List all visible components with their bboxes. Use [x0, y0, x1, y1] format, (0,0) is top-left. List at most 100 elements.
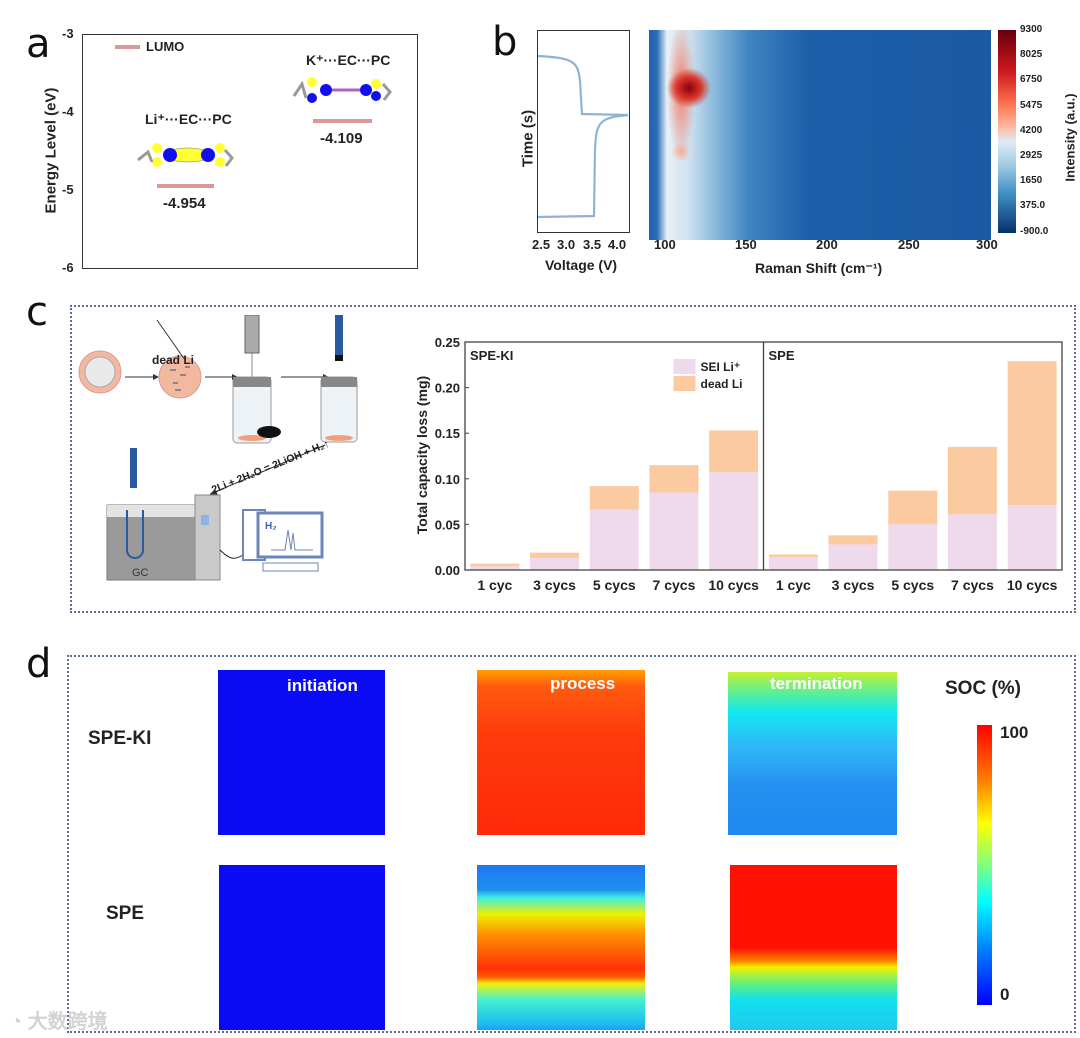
x-tick: 150	[735, 237, 757, 252]
watermark-text: 大数跨境	[27, 1011, 108, 1033]
bar-sei-li	[1007, 505, 1057, 570]
colorbar-tick: 1650	[1020, 175, 1043, 187]
k-level-value: -4.109	[320, 130, 363, 147]
raman-axis-label: Raman Shift (cm⁻¹)	[755, 260, 883, 276]
bar-sei-li	[828, 544, 878, 570]
k-complex-label: K⁺···EC···PC	[306, 52, 391, 68]
lumo-level-k	[313, 118, 372, 123]
x-tick-label: 7 cycs	[951, 577, 994, 593]
x-tick: 250	[898, 237, 920, 252]
column-title-initiation: initiation	[287, 676, 358, 695]
row-label-spe-ki: SPE-KI	[88, 728, 152, 749]
colorbar-tick: 4200	[1020, 124, 1043, 136]
bar-sei-li	[470, 566, 520, 570]
voltage-axis-label: Voltage (V)	[545, 257, 618, 273]
bar-dead-li	[1007, 361, 1057, 506]
soc-map-spe-process	[477, 865, 645, 1030]
soc-colorbar-title: SOC (%)	[945, 678, 1021, 699]
gc-label: GC	[132, 567, 149, 579]
voltage-axes	[537, 30, 631, 233]
bar-sei-li	[709, 472, 759, 570]
colorbar-tick: 9300	[1020, 24, 1043, 35]
x-tick-label: 10 cycs	[708, 577, 759, 593]
column-title-termination: termination	[770, 674, 863, 693]
colorbar-tick: 5475	[1020, 99, 1043, 111]
x-tick: 3.5	[583, 237, 602, 252]
bar-dead-li	[470, 563, 520, 567]
y-tick-label: 0.05	[435, 517, 460, 532]
bar-sei-li	[947, 514, 997, 570]
y-tick-label: 0.00	[435, 563, 460, 578]
soc-map-spe-termination	[730, 865, 897, 1030]
legend-lumo-label: LUMO	[146, 39, 185, 54]
x-tick-label: 3 cycs	[832, 577, 875, 593]
li-molecule-orbital-icon	[137, 143, 234, 167]
bar-dead-li	[768, 554, 818, 558]
voltage-curve	[537, 54, 631, 219]
legend-sei-label: SEI Li⁺	[701, 360, 741, 374]
dead-li-disc-icon	[158, 355, 202, 399]
time-axis-label: Time (s)	[519, 109, 537, 168]
panel-a-axes	[82, 34, 418, 269]
syringe-icon	[244, 315, 260, 354]
intensity-label: Intensity (a.u.)	[1062, 93, 1078, 182]
dead-li-annotation: dead Li	[152, 353, 195, 367]
bar-sei-li	[649, 492, 699, 570]
panel-label-b: b	[492, 19, 518, 65]
y-tick: -3	[62, 26, 74, 41]
bar-sei-li	[768, 557, 818, 570]
y-tick-label: 0.20	[435, 381, 460, 396]
y-tick: -4	[62, 104, 74, 119]
y-axis-label: Energy Level (eV)	[42, 87, 60, 214]
x-tick-label: 1 cyc	[776, 577, 811, 593]
y-tick: -6	[62, 260, 74, 275]
row-label-spe: SPE	[106, 903, 145, 924]
x-tick-label: 7 cycs	[653, 577, 696, 593]
panel-d-frame	[67, 655, 1076, 1033]
panel-label-d: d	[26, 641, 52, 687]
dead-li-quantification-schematic	[78, 315, 358, 581]
raman-heatmap	[649, 30, 991, 240]
watermark-logo: ◔ 大数跨境	[10, 1011, 108, 1033]
x-tick-label: 5 cycs	[891, 577, 934, 593]
x-tick-label: 5 cycs	[593, 577, 636, 593]
soc-map-spe-ki-process	[477, 670, 645, 835]
group-label: SPE-KI	[470, 348, 513, 363]
li-level-value: -4.954	[163, 195, 206, 212]
x-tick: 100	[654, 237, 676, 252]
y-tick: -5	[62, 182, 74, 197]
colorbar-tick: 375.0	[1020, 200, 1046, 212]
x-tick: 3.0	[557, 237, 576, 252]
intensity-colorbar	[998, 30, 1016, 233]
soc-colorbar	[977, 725, 992, 1005]
soc-map-spe-ki-initiation	[218, 670, 385, 835]
legend-dead-swatch	[673, 376, 696, 391]
x-tick-label: 1 cyc	[477, 577, 512, 593]
x-tick: 2.5	[532, 237, 551, 252]
bar-dead-li	[649, 465, 699, 493]
soc-colorbar-max: 100	[1000, 723, 1029, 742]
legend-lumo-swatch	[115, 45, 140, 49]
x-tick: 4.0	[608, 237, 627, 252]
panel-c-frame	[70, 305, 1076, 613]
y-tick-label: 0.25	[435, 335, 460, 350]
bar-dead-li	[947, 446, 997, 515]
k-molecule-orbital-icon	[292, 77, 392, 103]
bar-dead-li	[828, 535, 878, 545]
capacity-y-label: Total capacity loss (mg)	[414, 375, 430, 535]
bar-dead-li	[530, 552, 580, 559]
column-title-process: process	[550, 674, 616, 693]
lumo-level-li	[157, 184, 214, 189]
legend-sei-swatch	[673, 359, 696, 374]
y-tick-label: 0.15	[435, 426, 460, 441]
panel-label-a: a	[26, 21, 51, 67]
bar-sei-li	[888, 524, 938, 570]
bar-dead-li	[589, 486, 639, 510]
bar-dead-li	[709, 430, 759, 473]
soc-map-spe-ki-termination	[728, 672, 897, 835]
group-label: SPE	[769, 348, 795, 363]
soc-map-spe-initiation	[219, 865, 385, 1030]
colorbar-tick: 6750	[1020, 74, 1043, 86]
y-tick-label: 0.10	[435, 472, 460, 487]
